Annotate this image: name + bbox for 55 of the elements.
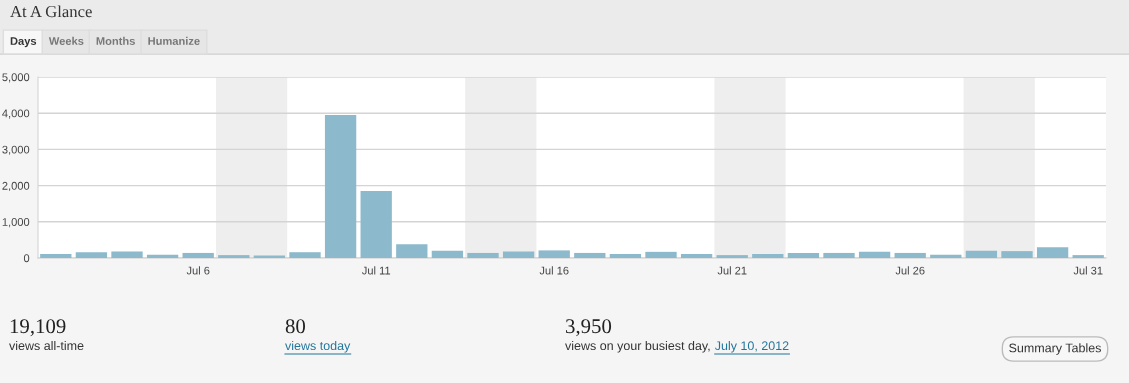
text: views all-time — [9, 340, 84, 351]
x-tick-label: Jul 21 — [717, 266, 747, 275]
bar — [574, 252, 606, 258]
text: 19,109 — [10, 319, 66, 337]
bar — [609, 254, 642, 258]
bar — [716, 255, 748, 258]
bar — [218, 255, 250, 258]
bar — [965, 250, 998, 258]
bar — [752, 254, 784, 258]
x-tick-label: Jul 31 — [1073, 266, 1103, 275]
y-tick-label: 3,000 — [2, 145, 30, 155]
bar — [182, 252, 214, 258]
x-tick-label: Jul 26 — [895, 266, 925, 275]
text: Months — [96, 36, 135, 45]
bar — [431, 250, 464, 258]
bar — [1001, 251, 1033, 258]
bar — [111, 251, 143, 258]
x-tick-label: Jul 6 — [186, 266, 210, 275]
chart-title: At A Glance — [10, 5, 92, 18]
x-tick-label: Jul 16 — [539, 266, 569, 275]
bar — [680, 254, 713, 258]
y-tick-label: 1,000 — [2, 218, 30, 228]
text: Days — [10, 37, 37, 48]
text: Humanize — [148, 36, 200, 45]
bar — [289, 252, 321, 258]
bar — [360, 191, 392, 258]
bar — [930, 254, 962, 258]
text: Summary Tables — [1009, 343, 1101, 355]
bar — [502, 251, 535, 258]
bar — [75, 252, 108, 258]
bar — [894, 252, 926, 258]
y-tick-label: 5,000 — [2, 73, 30, 83]
bar — [645, 251, 677, 258]
text: Weeks — [48, 36, 84, 45]
y-tick-label: 4,000 — [2, 109, 30, 119]
bar — [40, 254, 72, 258]
bar — [1072, 255, 1104, 258]
text: views on your busiest day, — [565, 340, 710, 353]
y-tick-label: 0 — [23, 254, 30, 263]
text: views today — [285, 340, 351, 353]
bar — [787, 252, 820, 258]
y-tick-label: 2,000 — [2, 181, 30, 192]
bar — [858, 251, 891, 258]
text: July 10, 2012 — [714, 340, 789, 353]
bar — [823, 252, 855, 258]
bar — [146, 254, 179, 258]
text: 3,950 — [566, 319, 612, 337]
x-tick-label: Jul 11 — [361, 266, 391, 275]
bar — [538, 250, 570, 258]
bar — [396, 244, 428, 258]
bar — [324, 115, 357, 258]
bar — [253, 255, 286, 258]
text: 80 — [285, 319, 306, 334]
bar — [467, 252, 499, 258]
bar — [1036, 247, 1069, 258]
